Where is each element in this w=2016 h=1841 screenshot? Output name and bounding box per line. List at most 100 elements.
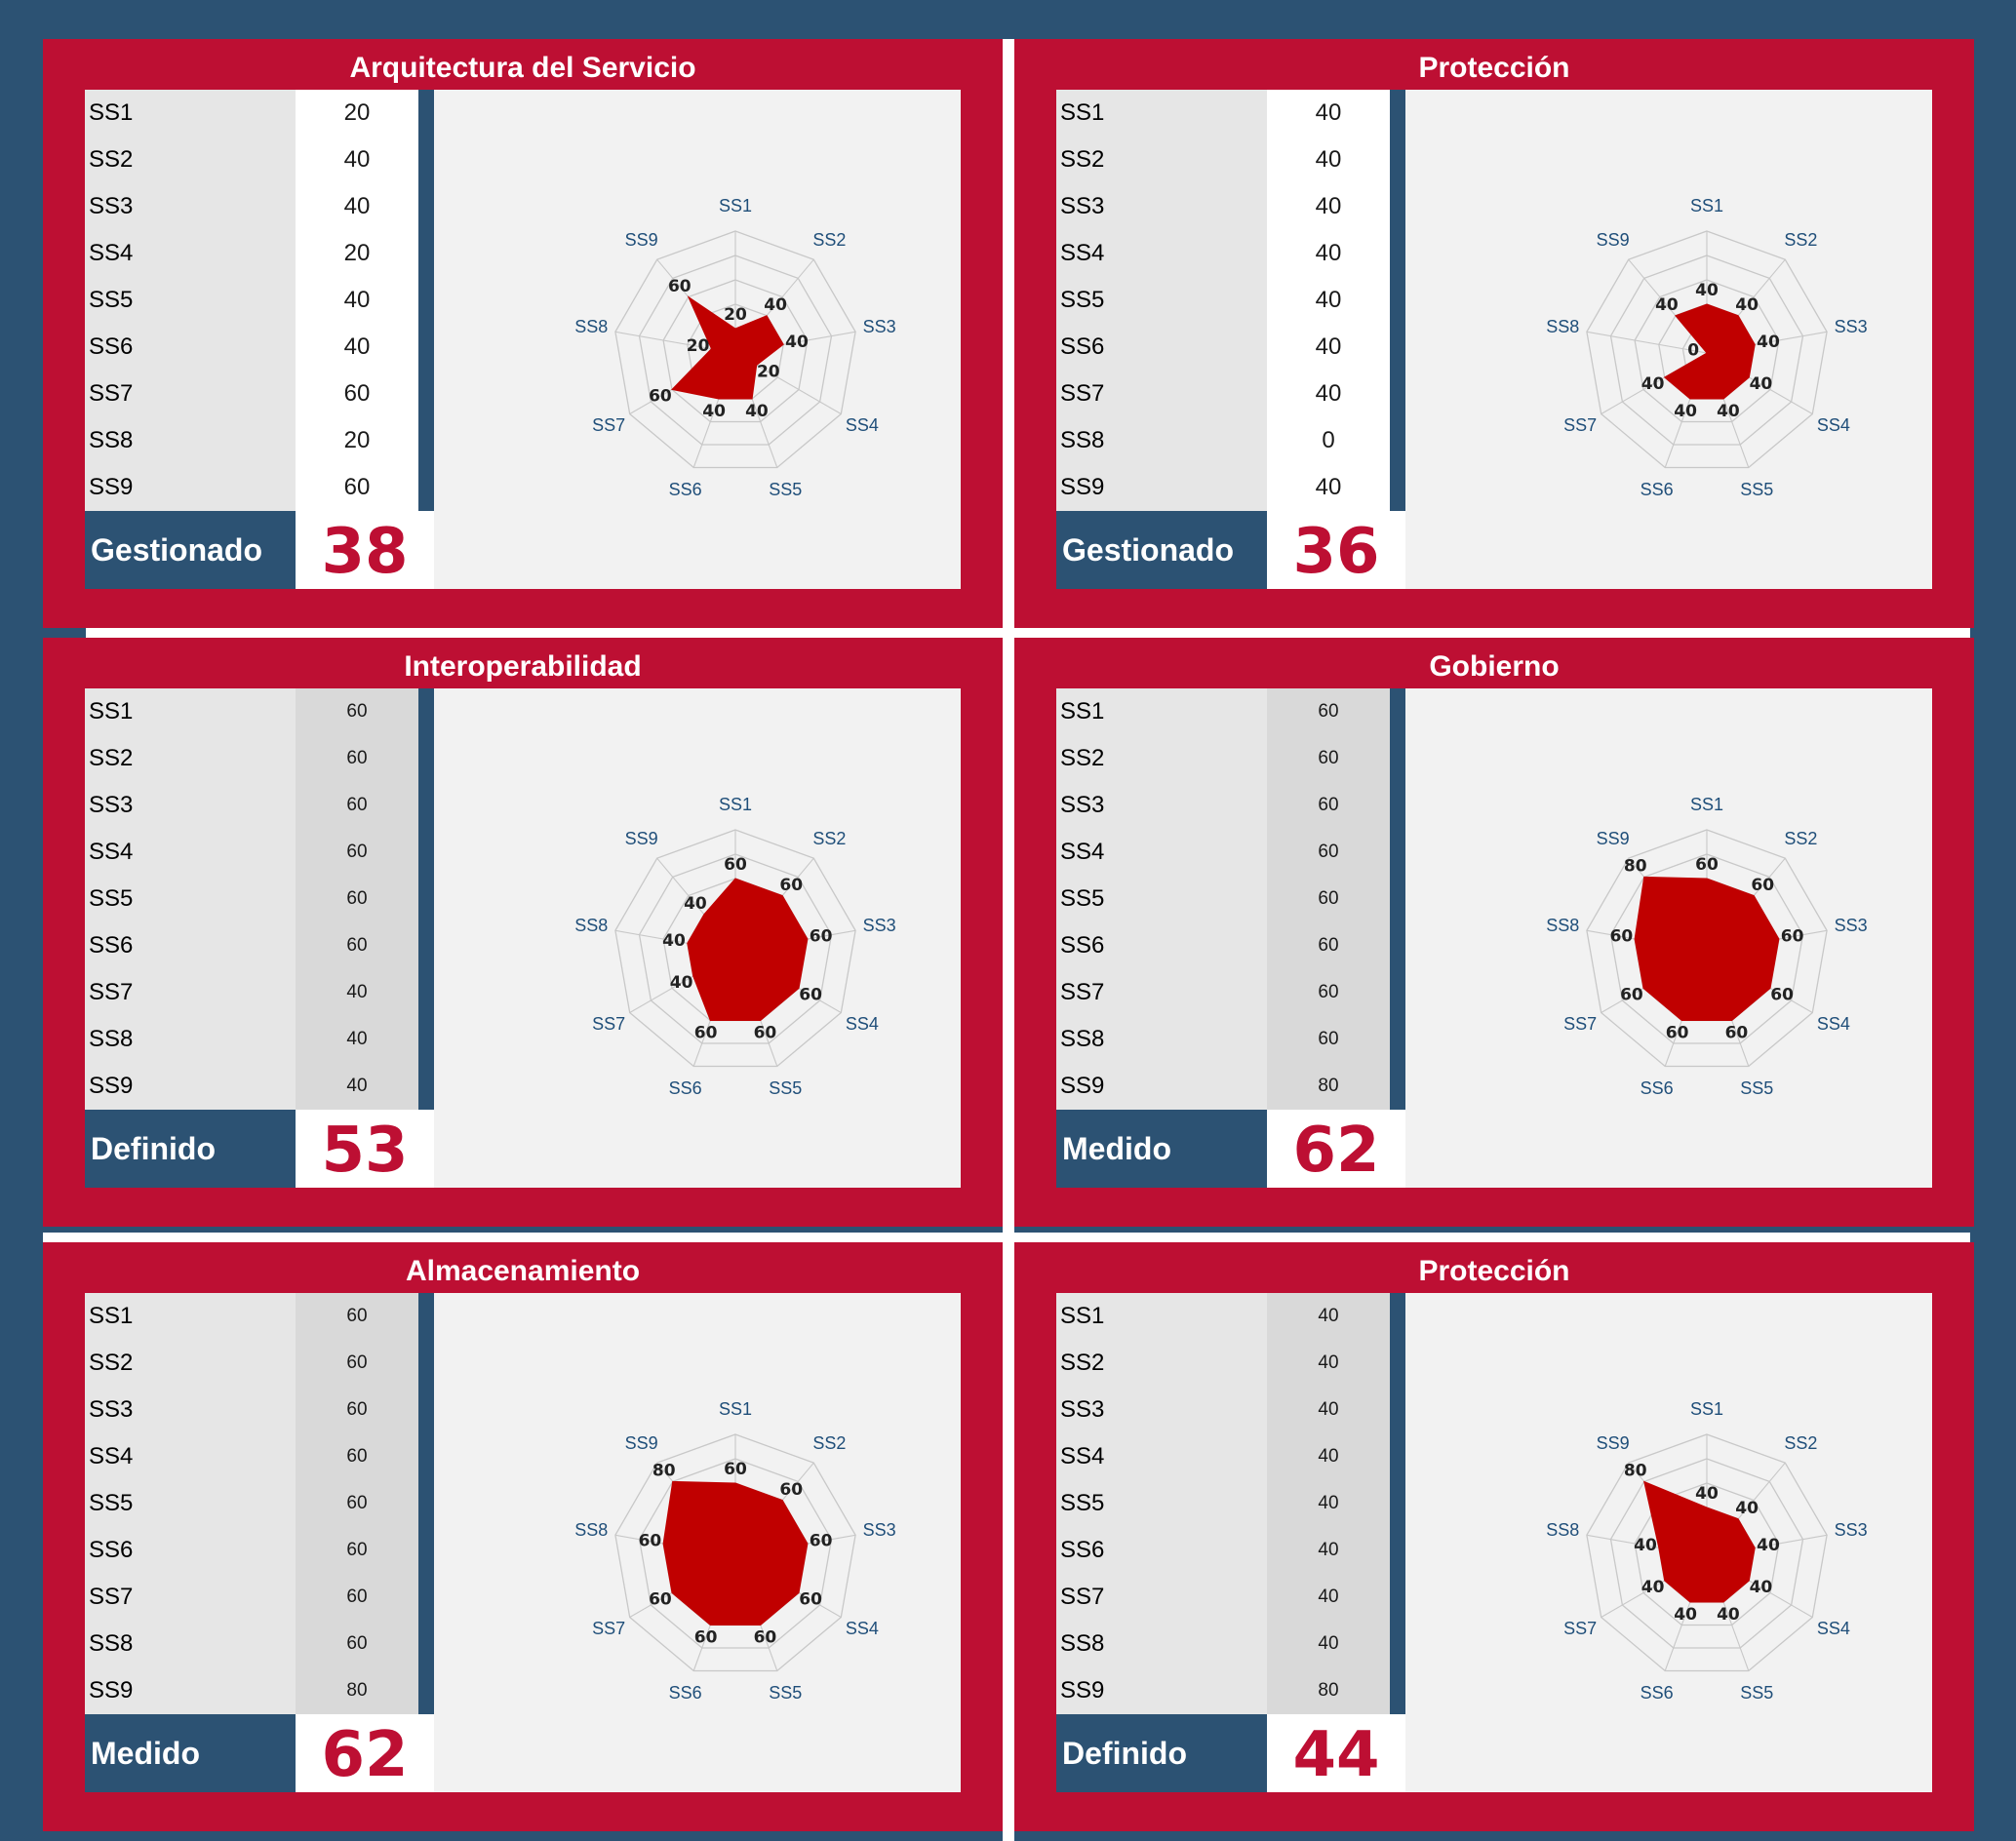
radar-axis-label: SS9 [1597,1433,1630,1453]
radar-series-area [1643,1480,1756,1603]
radar-axis-label: SS9 [625,829,658,848]
radar-axis-label: SS4 [1817,1014,1850,1034]
table-divider-strip [418,1293,434,1714]
radar-grid-ring [638,853,833,1044]
row-value: 40 [343,333,371,360]
radar-axis-label: SS4 [846,1014,879,1034]
radar-data-label: 40 [1634,1536,1657,1555]
row-label: SS3 [89,1396,134,1423]
subscore-labels: SS1 SS2 SS3 SS4 SS5 SS6 SS7 SS8 SS9 [1056,90,1267,511]
radar-data-label: 60 [694,1024,718,1043]
row-value: 0 [1322,427,1335,453]
row-value: 60 [346,1352,368,1373]
radar-chart-area: SS1 SS2 SS3 SS4 SS5 SS6 SS7 SS8 SS9 60 60 60 60 60 60 6… [434,1293,961,1792]
row-label: SS9 [1060,474,1105,500]
radar-data-label: 40 [1750,374,1773,394]
radar-axis-label: SS1 [1690,1399,1723,1419]
radar-data-label: 40 [1757,1536,1780,1555]
radar-data-label: 80 [1624,1462,1647,1481]
radar-axis-label: SS8 [1546,317,1579,336]
row-label: SS4 [89,1443,134,1469]
radar-axis-label: SS6 [669,1078,702,1098]
row-value: 60 [1318,982,1339,1002]
radar-data-label: 60 [724,1460,747,1479]
radar-series-area [687,878,809,1021]
row-label: SS9 [89,1677,134,1704]
row-value: 60 [346,1633,368,1654]
panel-title: Protección [1418,52,1570,84]
radar-data-label: 60 [799,1590,822,1610]
radar-axis-label: SS9 [625,1433,658,1453]
radar-data-label: 80 [1624,857,1647,877]
radar-data-label: 40 [684,894,707,914]
row-label: SS9 [1060,1677,1105,1704]
row-value: 20 [343,427,371,453]
radar-chart: SS1 SS2 SS3 SS4 SS5 SS6 SS7 SS8 SS9 40 40 40 40 40 40 4… [1546,196,1867,499]
radar-data-label: 40 [1735,295,1759,315]
row-value: 40 [1318,1352,1339,1373]
radar-data-label: 60 [754,1628,777,1648]
radar-data-label: 60 [649,1590,672,1610]
radar-axis-label: SS5 [769,1078,802,1098]
row-label: SS8 [1060,1630,1105,1657]
maturity-level: Definido [1056,1714,1267,1792]
radar-chart: SS1 SS2 SS3 SS4 SS5 SS6 SS7 SS8 SS9 20 40 40 20 40 40 6… [574,196,896,499]
row-label: SS9 [1060,1073,1105,1099]
row-label: SS4 [89,839,134,865]
radar-data-label: 60 [779,1480,803,1500]
radar-axis-label: SS2 [1784,1433,1817,1453]
row-label: SS2 [89,745,134,771]
row-value: 60 [346,888,368,909]
radar-grid-ring [1634,1482,1780,1626]
radar-data-label: 0 [1687,341,1699,361]
maturity-panel: Protección SS1 SS2 SS3 SS4 SS5 SS6 SS7 SS8 SS9 40 4… [1014,39,1974,628]
radar-axis-label: SS5 [769,1683,802,1703]
radar-data-label: 20 [687,336,710,356]
row-label: SS8 [1060,427,1105,453]
row-label: SS4 [1060,839,1105,865]
row-label: SS7 [1060,380,1105,407]
row-value: 20 [343,99,371,126]
radar-chart-area: SS1 SS2 SS3 SS4 SS5 SS6 SS7 SS8 SS9 60 60 60 60 60 60 6… [1405,688,1932,1188]
row-label: SS2 [1060,1350,1105,1376]
radar-axis-label: SS6 [1640,1683,1674,1703]
row-label: SS5 [1060,1490,1105,1516]
radar-axis-label: SS1 [1690,795,1723,814]
row-value: 60 [1318,795,1339,815]
radar-data-label: 60 [639,1532,662,1551]
radar-axis-label: SS7 [592,1619,625,1638]
radar-axis-label: SS5 [1740,1683,1773,1703]
row-label: SS4 [1060,240,1105,266]
row-value: 20 [343,240,371,266]
table-divider-strip [1390,90,1405,511]
radar-data-label: 60 [649,387,672,407]
radar-data-label: 20 [724,305,747,325]
row-label: SS3 [1060,193,1105,219]
row-value: 40 [346,1029,368,1049]
row-label: SS2 [89,146,134,173]
radar-chart: SS1 SS2 SS3 SS4 SS5 SS6 SS7 SS8 SS9 60 60 60 60 60 60 6… [1546,795,1867,1098]
radar-axis-label: SS9 [625,230,658,250]
radar-data-label: 20 [757,363,780,382]
row-label: SS6 [89,1537,134,1563]
row-label: SS1 [1060,99,1105,126]
subscore-values: 40 40 40 40 40 40 40 40 80 [1267,1293,1390,1714]
row-label: SS9 [89,474,134,500]
row-label: SS3 [89,792,134,818]
maturity-score: 36 [1267,511,1405,589]
radar-axis-label: SS4 [1817,415,1850,435]
radar-grid-ring [1634,279,1780,423]
row-value: 60 [346,935,368,956]
radar-series-area [671,295,784,400]
radar-data-label: 40 [1750,1578,1773,1597]
radar-axis-label: SS4 [1817,1619,1850,1638]
row-label: SS2 [89,1350,134,1376]
radar-data-label: 60 [810,927,833,947]
radar-axis-label: SS3 [863,317,896,336]
row-value: 40 [1315,333,1342,360]
radar-data-label: 40 [1674,402,1697,421]
maturity-level: Gestionado [1056,511,1267,589]
panel-title: Interoperabilidad [404,650,642,683]
radar-data-label: 40 [1757,333,1780,352]
row-label: SS1 [89,698,134,725]
